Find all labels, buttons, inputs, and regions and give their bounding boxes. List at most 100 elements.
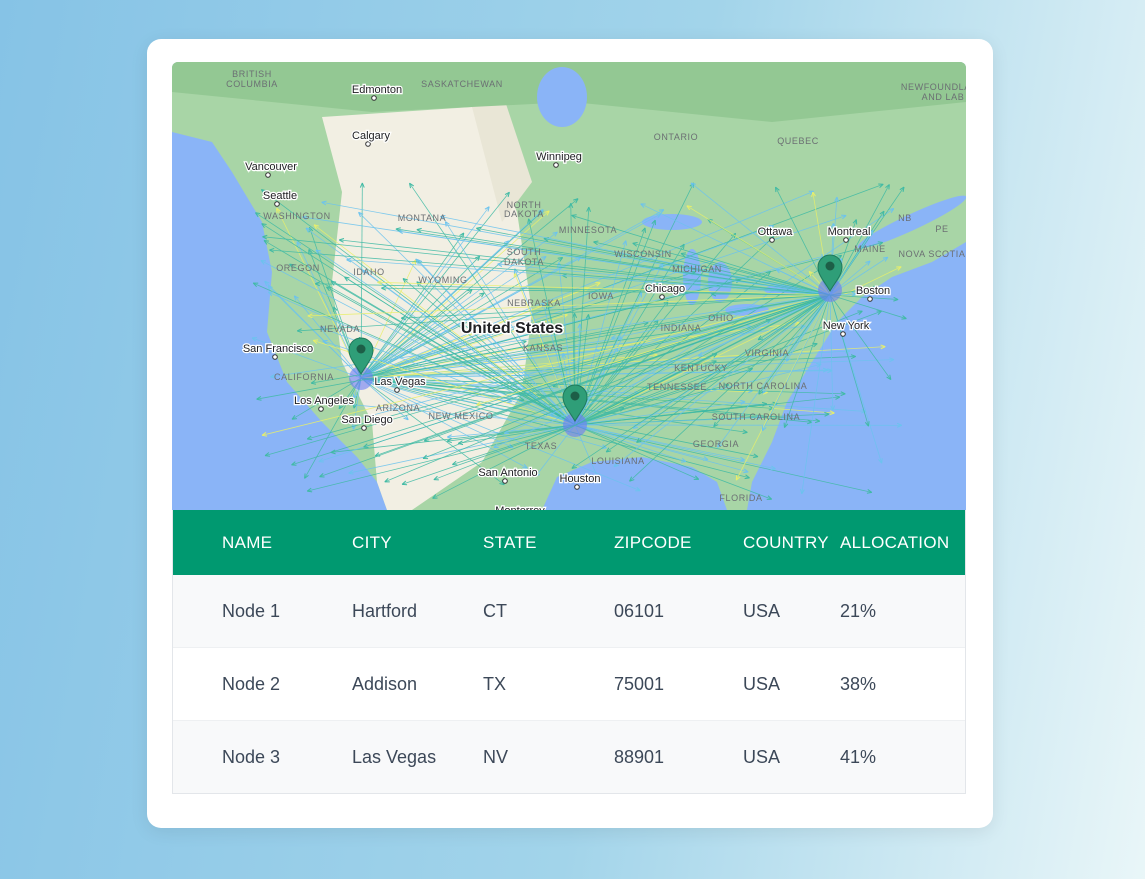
arrow-head (296, 241, 302, 247)
map-label: NB (898, 213, 912, 223)
table-cell: Node 3 (222, 747, 281, 767)
arrow (293, 295, 362, 379)
arrow-head (310, 380, 317, 385)
arrow-head (422, 454, 429, 460)
arrow (784, 294, 831, 428)
arrow (344, 294, 831, 423)
arrow-head (834, 395, 841, 400)
arrow-head (864, 421, 870, 427)
arrow-head (756, 415, 762, 421)
arrow-head (800, 488, 805, 495)
arrow-head (640, 203, 646, 208)
arrow-head (735, 475, 741, 481)
arrow-head (896, 266, 902, 271)
arrow-head (262, 234, 268, 240)
arrow (686, 205, 831, 296)
arrow-head (267, 291, 274, 297)
arrow-head (544, 210, 550, 216)
arrow-head (315, 281, 321, 287)
map-label: Chicago (645, 283, 685, 295)
map-label: NORTH CAROLINA (719, 381, 808, 391)
arrow (360, 191, 510, 379)
arrow-head (865, 260, 871, 266)
arrow-head (866, 489, 873, 494)
arrow-head (402, 278, 408, 284)
arrow (302, 216, 831, 296)
arrow-head (346, 257, 352, 263)
lake (537, 67, 587, 127)
arrow (497, 263, 831, 296)
arrow (690, 182, 831, 296)
map-label: KANSAS (523, 343, 563, 353)
arrow-head (814, 418, 821, 424)
arrow-head (635, 486, 641, 492)
arrow (574, 266, 902, 426)
city-dot (659, 294, 665, 300)
map-label: United States (461, 320, 563, 337)
city-dot (553, 162, 559, 168)
arrow-head (315, 249, 321, 255)
arrow-head (362, 269, 368, 275)
map-label: Las Vegas (374, 376, 426, 388)
arrow-head (261, 431, 268, 437)
arrow (360, 377, 607, 449)
arrow-head (761, 425, 767, 432)
arrow-head (293, 295, 299, 301)
table-cell: Hartford (352, 601, 418, 621)
arrow-head (358, 211, 364, 218)
arrow (613, 294, 831, 467)
arrow-head (352, 393, 358, 399)
map-label: San Antonio (478, 467, 537, 479)
arrow-head (840, 391, 846, 397)
pins (348, 254, 843, 422)
map-label: NEBRASKA (507, 298, 561, 308)
city-dot (867, 296, 873, 302)
arrow-head (296, 328, 303, 334)
arrow-head (291, 414, 298, 420)
map-label: NORTH (507, 200, 542, 210)
map-label: WASHINGTON (263, 211, 331, 221)
arrow-head (585, 314, 591, 320)
map-label: Seattle (263, 190, 297, 202)
map-label: PE (935, 224, 948, 234)
arrow-head (878, 183, 884, 189)
arrow-head (713, 421, 719, 428)
map-label: AND LAB (922, 92, 965, 102)
map-label: MICHIGAN (672, 264, 722, 274)
arrow-head (322, 339, 328, 345)
arrow-head (319, 473, 325, 478)
arrow-head (901, 315, 907, 320)
arrow (829, 294, 834, 411)
arrow-head (879, 210, 885, 217)
arrow (574, 319, 659, 426)
arrow (476, 294, 831, 406)
arrow (360, 279, 741, 379)
arrow (381, 287, 831, 296)
arrow-head (289, 263, 295, 269)
arrow-head (761, 388, 767, 394)
arrow-head (416, 227, 422, 233)
arrow (313, 224, 576, 426)
arrow-head (806, 419, 813, 425)
arrow (636, 294, 831, 443)
arrow (574, 424, 749, 473)
arrow-head (830, 223, 836, 229)
arrow-head (538, 209, 544, 215)
map-label: Monterrey (495, 505, 545, 510)
arrow-head (440, 214, 446, 220)
arrow-head (680, 458, 687, 463)
city-dot (843, 237, 849, 243)
arrow (269, 249, 831, 296)
arrow-head (613, 462, 619, 468)
arrow-head (852, 219, 858, 225)
atlantic (872, 392, 966, 510)
arrow (829, 294, 899, 300)
arrow (574, 424, 687, 463)
arrow-head (857, 310, 863, 316)
arrow-head (320, 399, 327, 405)
map-label: Boston (856, 285, 890, 297)
arrow-head (690, 182, 696, 188)
arrow (779, 294, 831, 357)
arrow-head (401, 480, 408, 486)
arrow-head (338, 237, 345, 243)
